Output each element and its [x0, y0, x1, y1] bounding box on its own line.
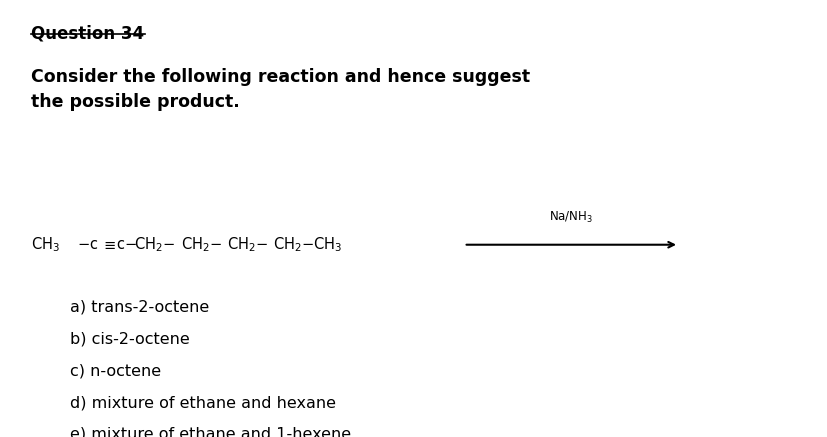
Text: $\equiv$: $\equiv$ [101, 237, 117, 252]
Text: a) trans-2-octene: a) trans-2-octene [70, 299, 209, 314]
Text: CH$_2$$-$: CH$_2$$-$ [180, 236, 222, 254]
Text: b) cis-2-octene: b) cis-2-octene [70, 331, 190, 346]
Text: c$-$: c$-$ [116, 237, 136, 252]
Text: $-$c: $-$c [77, 237, 98, 252]
Text: CH$_2$$-$CH$_3$: CH$_2$$-$CH$_3$ [273, 236, 342, 254]
Text: CH$_2$$-$: CH$_2$$-$ [227, 236, 268, 254]
Text: Consider the following reaction and hence suggest
the possible product.: Consider the following reaction and henc… [31, 68, 530, 111]
Text: Na/NH$_3$: Na/NH$_3$ [549, 210, 592, 225]
Text: c) n-octene: c) n-octene [70, 363, 161, 378]
Text: Question 34: Question 34 [31, 24, 145, 42]
Text: e) mixture of ethane and 1-hexene: e) mixture of ethane and 1-hexene [70, 427, 351, 437]
Text: d) mixture of ethane and hexane: d) mixture of ethane and hexane [70, 395, 336, 410]
Text: CH$_3$: CH$_3$ [31, 236, 60, 254]
Text: CH$_2$$-$: CH$_2$$-$ [134, 236, 175, 254]
